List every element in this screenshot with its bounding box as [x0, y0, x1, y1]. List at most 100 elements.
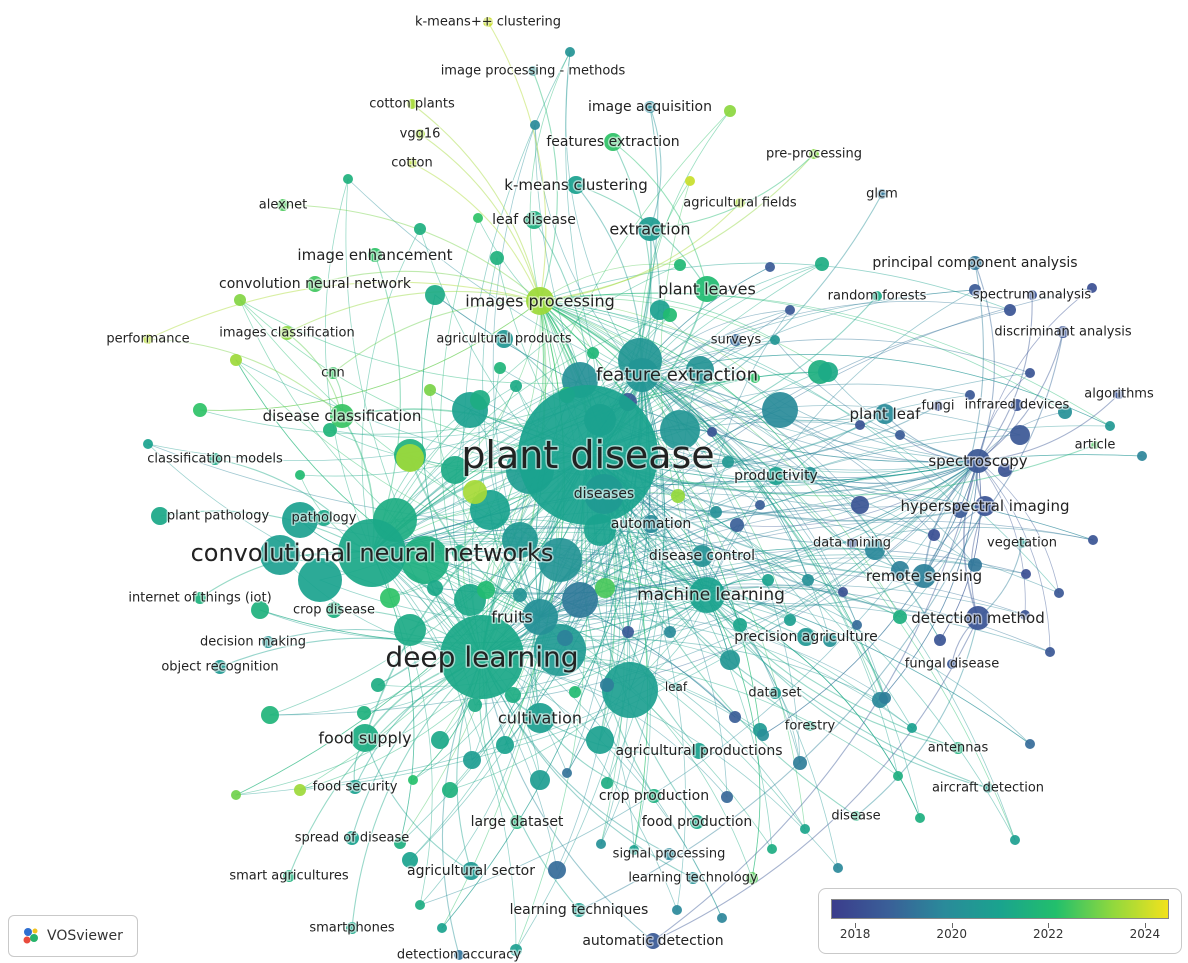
keyword-node-unlabeled[interactable]: [490, 251, 504, 265]
keyword-node-spectrum-analysis[interactable]: [1027, 290, 1037, 300]
keyword-node-unlabeled[interactable]: [538, 538, 582, 582]
keyword-label[interactable]: large dataset: [469, 813, 565, 832]
keyword-node-detection-accuracy[interactable]: [454, 950, 464, 960]
keyword-node-unlabeled[interactable]: [562, 582, 598, 618]
keyword-node-unlabeled[interactable]: [891, 561, 909, 579]
keyword-node-agricultural-fields[interactable]: [735, 198, 745, 208]
keyword-label[interactable]: leaf: [663, 679, 689, 696]
keyword-label[interactable]: surveys: [709, 331, 763, 349]
keyword-node-unlabeled[interactable]: [952, 502, 968, 518]
keyword-node-unlabeled[interactable]: [722, 456, 734, 468]
keyword-label[interactable]: food supply: [317, 727, 413, 749]
keyword-node-unlabeled[interactable]: [463, 751, 481, 769]
keyword-node-fruits[interactable]: [522, 599, 558, 635]
keyword-label[interactable]: antennas: [926, 739, 990, 757]
keyword-node-unlabeled[interactable]: [437, 923, 447, 933]
keyword-node-unlabeled[interactable]: [730, 518, 744, 532]
keyword-label[interactable]: images classification: [218, 324, 356, 342]
keyword-node-unlabeled[interactable]: [1021, 569, 1031, 579]
keyword-node-unlabeled[interactable]: [746, 872, 758, 884]
keyword-node-extraction[interactable]: [638, 217, 662, 241]
keyword-label[interactable]: vgg16: [398, 125, 442, 143]
keyword-node-crop-production[interactable]: [647, 789, 661, 803]
keyword-node-unlabeled[interactable]: [762, 392, 798, 428]
keyword-node-unlabeled[interactable]: [510, 944, 522, 956]
keyword-label[interactable]: plant pathology: [165, 507, 271, 525]
keyword-node-unlabeled[interactable]: [800, 824, 810, 834]
keyword-node-unlabeled[interactable]: [855, 420, 865, 430]
keyword-node-unlabeled[interactable]: [893, 610, 907, 624]
keyword-label[interactable]: hyperspectral imaging: [899, 496, 1071, 517]
keyword-label[interactable]: smart agricultures: [228, 867, 351, 885]
keyword-node-unlabeled[interactable]: [755, 500, 765, 510]
keyword-node-data-set[interactable]: [769, 687, 781, 699]
keyword-node-unlabeled[interactable]: [934, 634, 946, 646]
keyword-node-food-supply[interactable]: [351, 724, 379, 752]
keyword-node-unlabeled[interactable]: [998, 463, 1012, 477]
keyword-label[interactable]: pre-processing: [764, 145, 863, 163]
keyword-node-unlabeled[interactable]: [757, 729, 769, 741]
keyword-node-unlabeled[interactable]: [323, 423, 337, 437]
keyword-label[interactable]: object recognition: [160, 658, 280, 676]
keyword-node-unlabeled[interactable]: [548, 861, 566, 879]
keyword-label[interactable]: k-means++ clustering: [413, 13, 562, 31]
keyword-node-unlabeled[interactable]: [143, 439, 153, 449]
keyword-node-unlabeled[interactable]: [720, 650, 740, 670]
keyword-node-aircraft-detection[interactable]: [983, 783, 993, 793]
keyword-label[interactable]: disease control: [647, 547, 756, 566]
keyword-node-unlabeled[interactable]: [1088, 535, 1098, 545]
keyword-label[interactable]: pathology: [290, 509, 358, 527]
keyword-label[interactable]: image enhancement: [296, 245, 454, 266]
keyword-node-unlabeled[interactable]: [602, 662, 658, 718]
keyword-node-disease-control[interactable]: [691, 545, 713, 567]
keyword-node-smart-agricultures[interactable]: [283, 870, 295, 882]
keyword-node-food-production[interactable]: [690, 815, 704, 829]
keyword-node-unlabeled[interactable]: [851, 496, 869, 514]
keyword-label[interactable]: glcm: [865, 185, 900, 203]
keyword-node-food-security[interactable]: [348, 780, 362, 794]
keyword-node-principal-component-analysis[interactable]: [968, 256, 982, 270]
keyword-node-image-acquisition[interactable]: [644, 101, 656, 113]
keyword-node-unlabeled[interactable]: [686, 356, 714, 384]
keyword-node-unlabeled[interactable]: [442, 782, 458, 798]
keyword-label[interactable]: cnn: [320, 364, 347, 382]
keyword-node-unlabeled[interactable]: [865, 540, 885, 560]
keyword-node-unlabeled[interactable]: [968, 558, 982, 572]
keyword-node-unlabeled[interactable]: [733, 618, 747, 632]
keyword-node-unlabeled[interactable]: [765, 262, 775, 272]
keyword-label[interactable]: plant disease: [460, 432, 716, 479]
keyword-label[interactable]: automation: [609, 515, 693, 534]
keyword-node-surveys[interactable]: [730, 334, 742, 346]
keyword-node-unlabeled[interactable]: [510, 380, 522, 392]
keyword-label[interactable]: decision making: [199, 633, 308, 651]
keyword-node-unlabeled[interactable]: [660, 410, 700, 450]
keyword-node-spectroscopy[interactable]: [966, 449, 990, 473]
keyword-node-unlabeled[interactable]: [672, 905, 682, 915]
keyword-node-learning-techniques[interactable]: [572, 903, 586, 917]
keyword-node-unlabeled[interactable]: [425, 285, 445, 305]
keyword-node-performance[interactable]: [143, 334, 153, 344]
keyword-node-unlabeled[interactable]: [785, 305, 795, 315]
keyword-node-unlabeled[interactable]: [600, 678, 614, 692]
keyword-node-unlabeled[interactable]: [298, 558, 342, 602]
keyword-label[interactable]: data set: [747, 684, 803, 702]
keyword-label[interactable]: image acquisition: [587, 98, 714, 117]
keyword-node-precision-agriculture[interactable]: [797, 628, 815, 646]
keyword-node-unlabeled[interactable]: [534, 624, 586, 676]
keyword-node-unlabeled[interactable]: [343, 174, 353, 184]
keyword-label[interactable]: food production: [640, 813, 754, 832]
keyword-node-unlabeled[interactable]: [441, 456, 469, 484]
keyword-node-plant-pathology[interactable]: [151, 507, 169, 525]
keyword-label[interactable]: aircraft detection: [930, 779, 1045, 797]
keyword-node-agricultural-sector[interactable]: [462, 862, 480, 880]
keyword-node-unlabeled[interactable]: [230, 354, 242, 366]
keyword-label[interactable]: cultivation: [496, 707, 583, 729]
keyword-node-cotton-plants[interactable]: [407, 99, 417, 109]
keyword-node-infrared-devices[interactable]: [1011, 399, 1023, 411]
keyword-label[interactable]: automatic detection: [581, 932, 725, 951]
keyword-node-spread-of-disease[interactable]: [345, 831, 359, 845]
keyword-node-internet-of-things-iot[interactable]: [194, 592, 206, 604]
keyword-node-unlabeled[interactable]: [663, 308, 677, 322]
keyword-node-unlabeled[interactable]: [234, 294, 246, 306]
keyword-node-unlabeled[interactable]: [717, 913, 727, 923]
